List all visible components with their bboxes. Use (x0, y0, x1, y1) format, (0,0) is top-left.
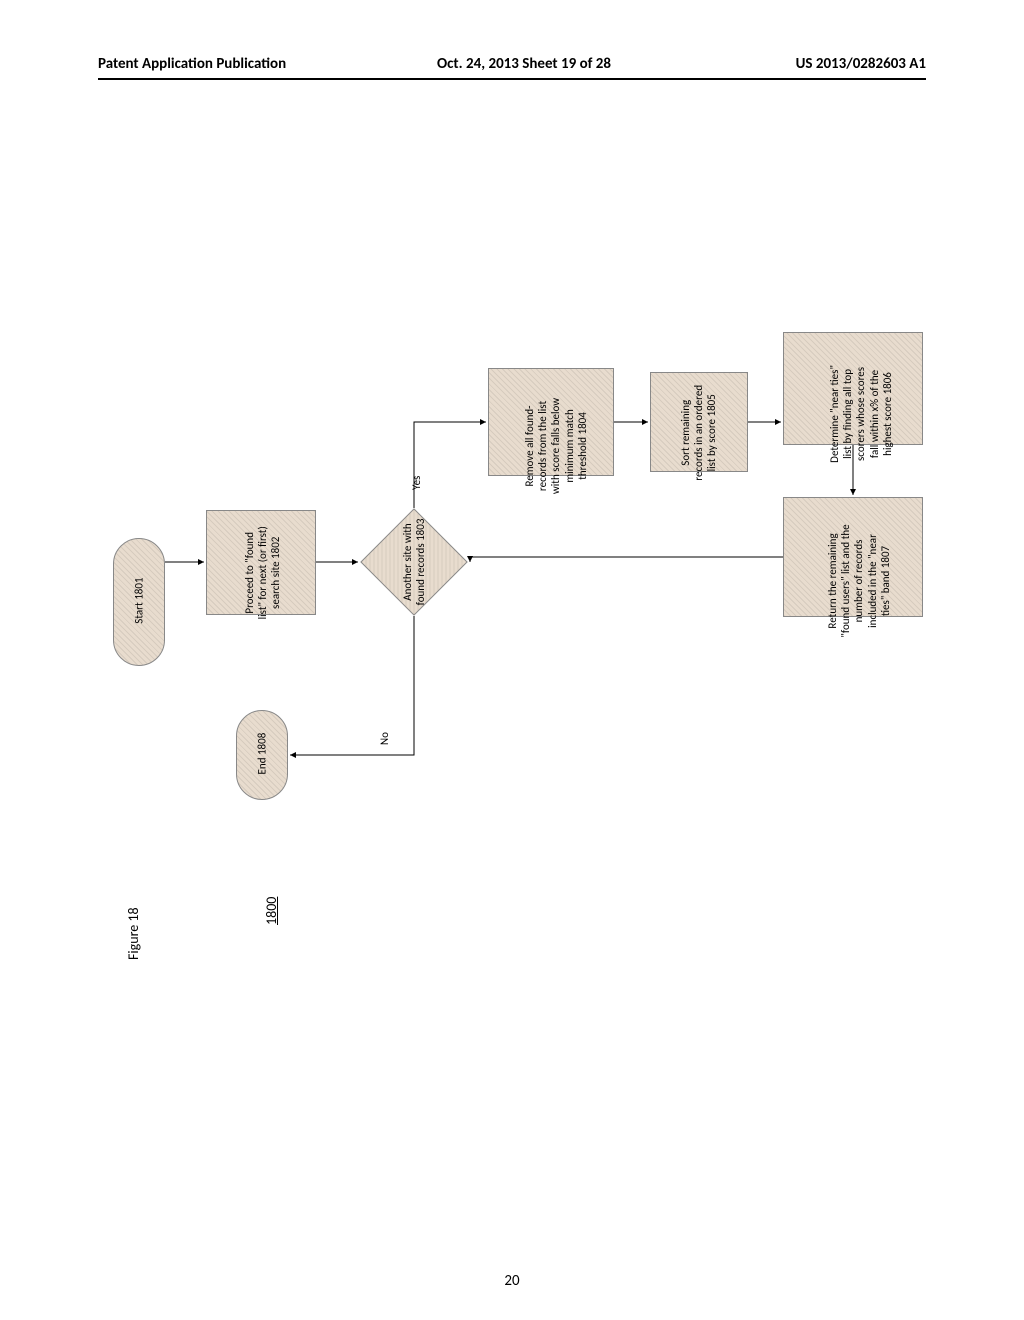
node-decision-1803: Another site with found records 1803 (360, 508, 468, 616)
node-1806: Determine "near ties" list by finding al… (783, 332, 923, 445)
node-text: Determine "near ties" list by finding al… (828, 360, 894, 468)
figure-label: Figure 18 (125, 907, 142, 960)
node-text: Start 1801 (132, 578, 145, 624)
node-start-1801: Start 1801 (113, 538, 165, 666)
node-1805: Sort remaining records in an ordered lis… (650, 372, 748, 472)
node-1804: Remove all found-records from the list w… (488, 368, 614, 476)
header-rule (98, 78, 926, 80)
patent-page: Patent Application Publication Oct. 24, … (0, 0, 1024, 1320)
node-text: Proceed to "found list" for next (or fir… (243, 523, 283, 623)
header-left: Patent Application Publication (98, 55, 286, 73)
header-right: US 2013/0282603 A1 (796, 55, 926, 73)
edge-label-no: No (378, 732, 391, 745)
header-center: Oct. 24, 2013 Sheet 19 of 28 (437, 55, 611, 73)
node-text: Sort remaining records in an ordered lis… (679, 385, 719, 481)
node-1802: Proceed to "found list" for next (or fir… (206, 510, 316, 615)
node-text: Another site with found records 1803 (401, 517, 427, 607)
node-end-1808: End 1808 (236, 710, 288, 800)
node-text: End 1808 (255, 733, 268, 775)
node-text: Remove all found-records from the list w… (523, 394, 589, 498)
node-1807: Return the remaining "found users" list … (783, 497, 923, 617)
edge-label-yes: Yes (410, 476, 423, 490)
node-text: Return the remaining "found users" list … (826, 524, 892, 638)
figure-number: 1800 (263, 897, 280, 925)
page-number: 20 (504, 1272, 519, 1290)
